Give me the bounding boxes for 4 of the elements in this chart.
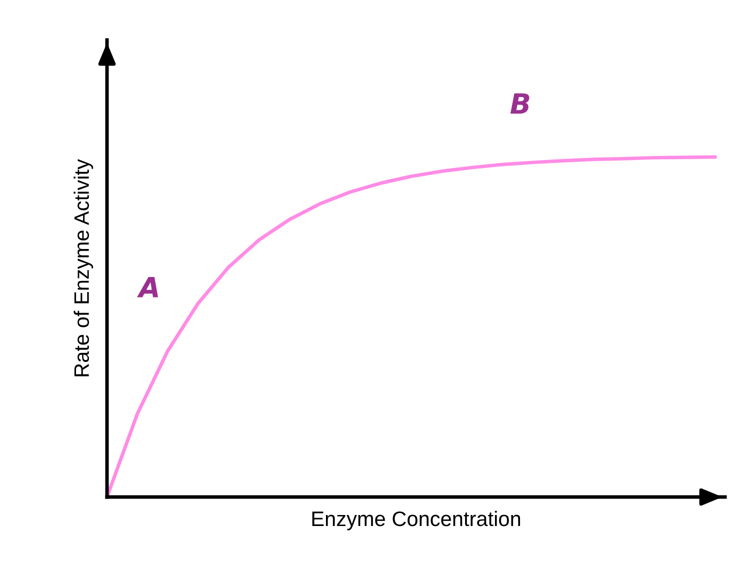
- x-axis-title: Enzyme Concentration: [312, 510, 520, 530]
- y-axis-title: Rate of Enzyme Activity: [74, 159, 94, 376]
- annotation: A: [137, 277, 158, 298]
- text: B: [510, 93, 530, 114]
